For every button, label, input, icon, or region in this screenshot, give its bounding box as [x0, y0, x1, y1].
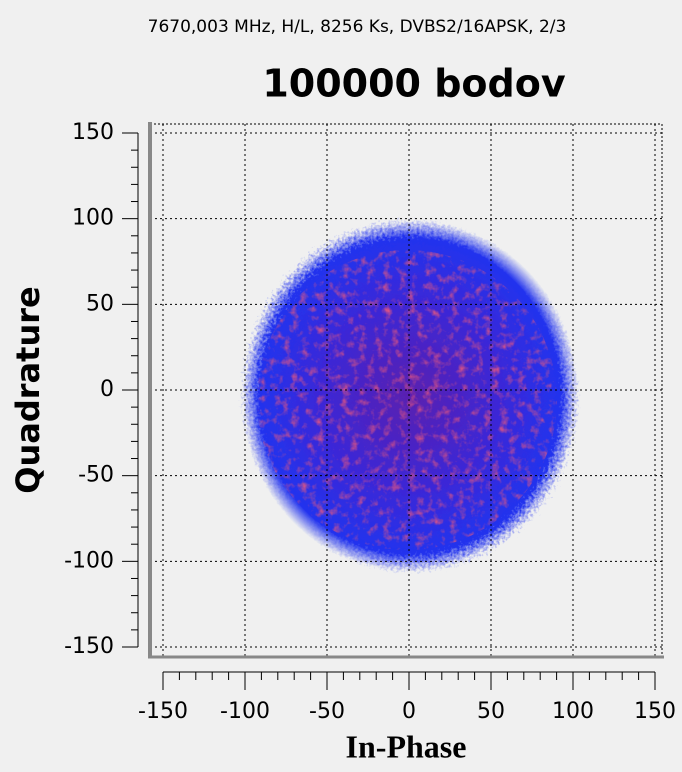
x-tick-label: 100 — [552, 699, 594, 724]
x-tick-label: -150 — [138, 699, 188, 724]
chart-subtitle: 7670,003 MHz, H/L, 8256 Ks, DVBS2/16APSK… — [148, 17, 567, 37]
y-tick-label: 0 — [100, 377, 114, 402]
y-tick-label: -50 — [78, 463, 114, 488]
constellation-cloud — [242, 220, 578, 572]
y-axis-label: Quadrature — [9, 286, 47, 493]
y-tick-label: 150 — [72, 120, 114, 145]
y-tick-label: 100 — [72, 206, 114, 231]
y-tick-label: -100 — [64, 548, 114, 573]
y-tick-label: 50 — [86, 291, 114, 316]
x-tick-label: -50 — [309, 699, 345, 724]
x-tick-label: 150 — [634, 699, 676, 724]
y-tick-label: -150 — [64, 634, 114, 659]
point-cloud-core — [257, 250, 557, 550]
x-tick-label: -100 — [220, 699, 270, 724]
x-axis-label: In-Phase — [346, 728, 467, 764]
plot-area: -150 -100 -50 0 50 100 150 -150 -100 -50 0 50 100 150 — [64, 120, 676, 724]
x-tick-label: 50 — [477, 699, 505, 724]
x-tick-label: 0 — [402, 699, 416, 724]
chart-title: 100000 bodov — [262, 62, 565, 106]
